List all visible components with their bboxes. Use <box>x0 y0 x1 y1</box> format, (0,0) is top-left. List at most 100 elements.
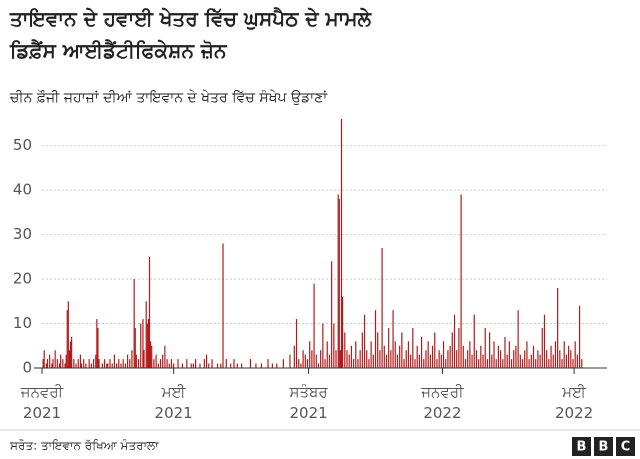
bar <box>489 332 491 368</box>
bar <box>46 359 49 368</box>
bar <box>282 359 284 368</box>
bar <box>383 345 385 368</box>
bar <box>346 350 348 368</box>
bar <box>295 319 298 368</box>
bar <box>528 359 530 368</box>
bar <box>222 243 224 368</box>
bar <box>233 359 235 368</box>
logo-letter: B <box>599 440 609 455</box>
bar <box>255 363 257 368</box>
bar <box>370 341 372 368</box>
bar <box>111 363 113 368</box>
bar <box>131 350 133 368</box>
bar <box>401 332 403 368</box>
bar <box>361 332 363 368</box>
bar <box>513 350 515 368</box>
bar <box>313 283 315 368</box>
bar <box>79 354 81 368</box>
bar <box>135 354 137 368</box>
bar <box>143 350 145 368</box>
bar <box>333 323 335 368</box>
bar <box>42 359 44 368</box>
bar <box>335 350 337 368</box>
bar <box>372 354 374 368</box>
bar <box>379 350 381 368</box>
bar <box>118 359 120 368</box>
bar <box>541 327 543 368</box>
bar <box>116 363 118 368</box>
bar <box>92 359 95 368</box>
bar <box>159 359 162 368</box>
bar <box>420 336 423 368</box>
bar <box>302 350 304 368</box>
bar <box>352 359 355 368</box>
bar <box>129 359 131 368</box>
bar <box>478 359 480 368</box>
x-tick-label: ਮਈ 2022 <box>555 383 593 422</box>
bar <box>124 363 126 368</box>
bar <box>208 363 210 368</box>
bar <box>493 341 495 368</box>
bar <box>339 350 342 368</box>
bar <box>462 345 464 368</box>
bar <box>425 350 427 368</box>
bar <box>464 359 467 368</box>
logo-letter: C <box>621 440 631 455</box>
bar <box>543 314 546 368</box>
bar <box>56 359 58 368</box>
bar <box>342 296 344 368</box>
bar <box>306 359 309 368</box>
bar <box>572 359 574 368</box>
bar <box>150 341 152 368</box>
bar <box>211 359 213 368</box>
bar <box>134 327 136 368</box>
bar <box>54 350 56 368</box>
bar <box>412 327 414 368</box>
bar <box>65 354 67 368</box>
bar <box>153 359 155 368</box>
bar <box>497 345 499 368</box>
bar <box>60 354 62 368</box>
bar <box>220 363 222 368</box>
bar <box>403 359 405 368</box>
bar <box>539 354 541 368</box>
bar <box>326 341 328 368</box>
bar <box>142 319 144 368</box>
bar <box>414 359 416 368</box>
bar <box>381 247 383 368</box>
bar <box>300 363 302 368</box>
bar <box>225 359 227 368</box>
bar <box>98 359 100 368</box>
bar <box>535 359 537 368</box>
bar <box>530 354 532 368</box>
bar <box>148 256 151 368</box>
bar <box>357 359 359 368</box>
bar <box>366 350 368 368</box>
bar <box>140 323 142 368</box>
bar <box>73 359 75 368</box>
bar <box>475 350 478 368</box>
bar <box>506 354 508 368</box>
bar <box>52 359 54 368</box>
bar <box>405 350 407 368</box>
logo-box <box>572 437 591 456</box>
bar <box>276 363 278 368</box>
bar <box>181 363 184 368</box>
bar <box>203 359 205 368</box>
bar <box>431 345 434 368</box>
logo-box <box>594 437 613 456</box>
bar <box>67 301 69 368</box>
bar <box>484 327 486 368</box>
bar <box>374 310 377 368</box>
bar <box>438 350 440 368</box>
bar <box>133 279 135 368</box>
bar <box>260 363 263 368</box>
bar <box>317 363 320 368</box>
bar <box>348 354 350 368</box>
bar <box>510 359 513 368</box>
bar <box>344 332 346 368</box>
bar <box>107 363 109 368</box>
bar <box>355 341 357 368</box>
bar <box>137 359 140 368</box>
bar <box>449 345 451 368</box>
